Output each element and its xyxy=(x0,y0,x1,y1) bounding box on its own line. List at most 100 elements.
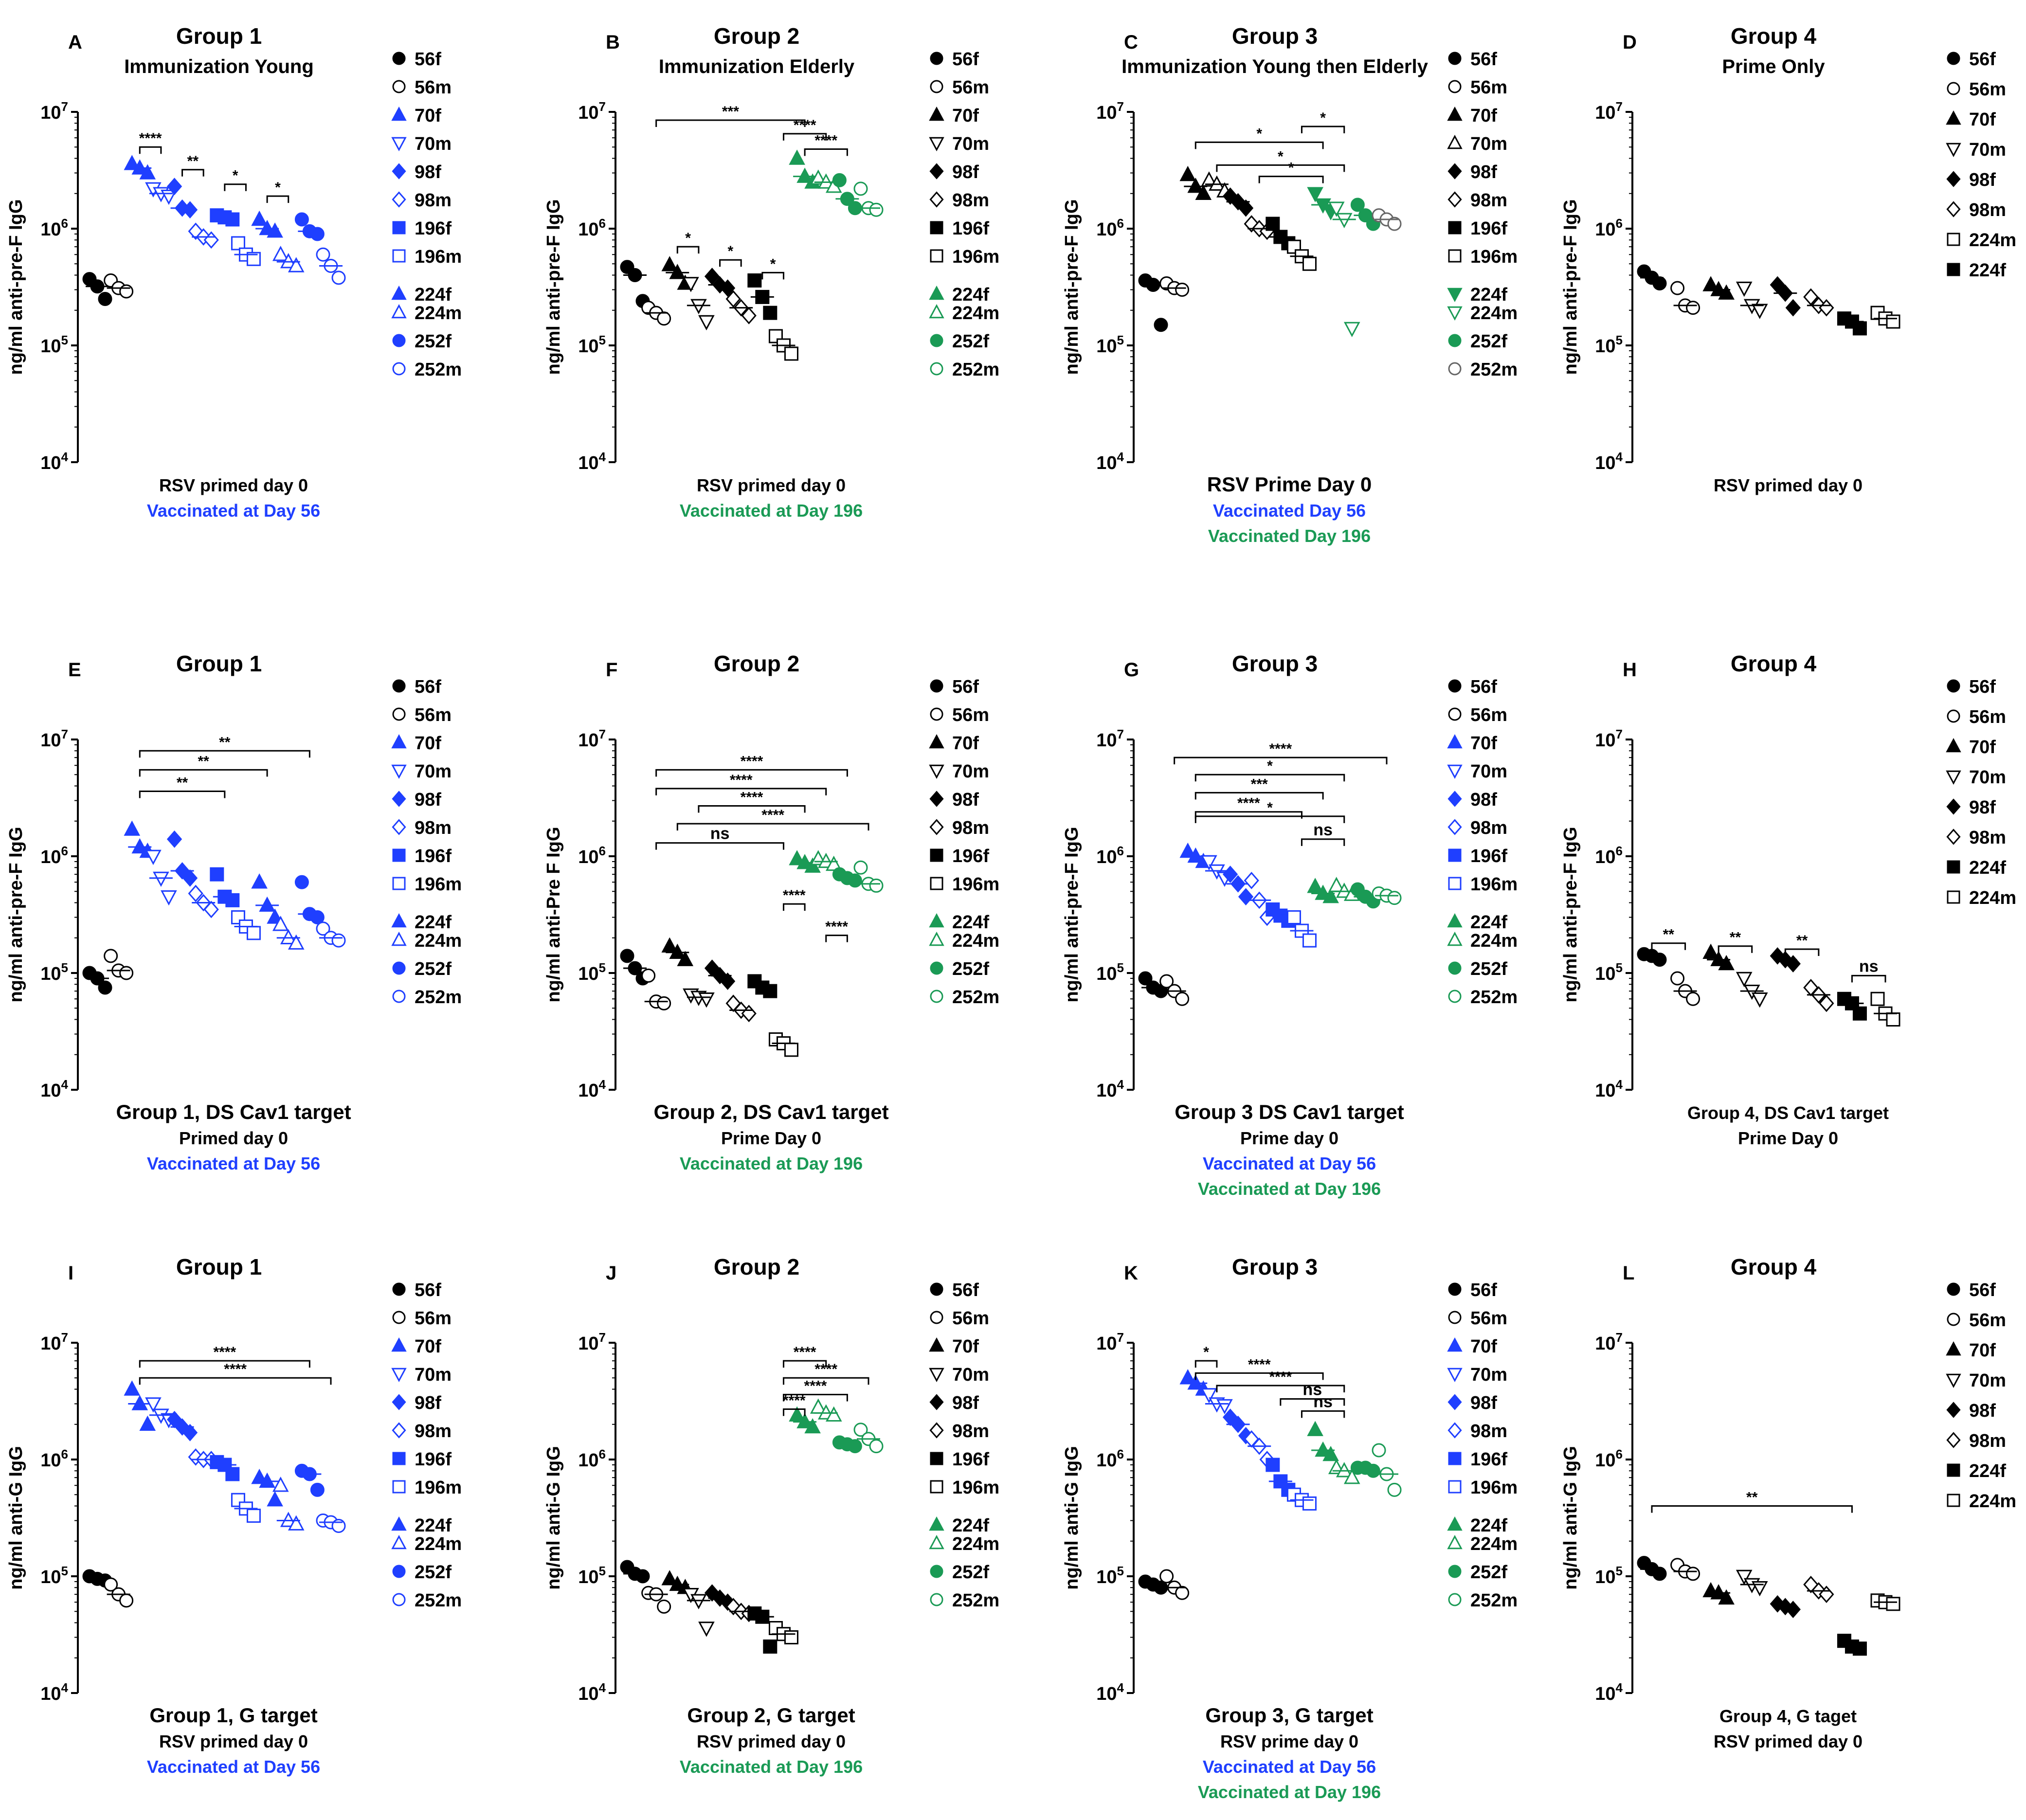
data-point-252f xyxy=(848,873,862,888)
data-point-224f xyxy=(1322,1445,1339,1461)
significance-label: * xyxy=(728,243,734,259)
legend-label-98f: 98f xyxy=(1470,790,1497,810)
significance-bracket xyxy=(676,823,869,831)
data-point-70m xyxy=(145,849,162,865)
data-point-224f xyxy=(1315,1441,1331,1457)
x-axis-caption: Vaccinated at Day 196 xyxy=(680,1757,863,1777)
legend-label-252m: 252m xyxy=(952,1590,999,1611)
legend-marker-56m xyxy=(930,80,943,93)
legend-marker-196f xyxy=(1448,1452,1462,1465)
data-point-252m xyxy=(331,270,346,285)
data-point-224f xyxy=(1315,884,1331,900)
data-point-252m xyxy=(869,878,884,893)
data-point-98m xyxy=(1244,215,1259,233)
panel-subtitle: Prime Only xyxy=(1722,56,1825,77)
legend-label-56m: 56m xyxy=(1470,705,1507,725)
legend-marker-70f xyxy=(929,107,944,121)
y-axis-label: ng/ml anti-pre-F IgG xyxy=(1062,827,1082,1003)
data-point-196m xyxy=(231,1493,245,1507)
data-point-196m xyxy=(1286,910,1301,924)
legend-marker-224m xyxy=(1447,932,1463,946)
y-tick-label: 107 xyxy=(578,99,606,123)
legend-label-196f: 196f xyxy=(1470,846,1507,866)
x-axis-caption: Vaccinated Day 56 xyxy=(1213,501,1366,521)
data-point-56f xyxy=(620,949,634,963)
legend-label-98f: 98f xyxy=(415,1393,441,1413)
legend-marker-252m xyxy=(392,362,406,376)
data-point-56m xyxy=(104,1577,118,1592)
significance-bracket xyxy=(1194,792,1324,800)
legend-marker-196m xyxy=(1448,877,1462,890)
y-tick-label: 104 xyxy=(1595,450,1623,473)
panel-d: D Group 4 Prime Only 104 105 106 107 ng/ml anti… xyxy=(1560,23,2016,495)
panel-group-title: Group 1 xyxy=(176,1254,262,1279)
legend-label-196f: 196f xyxy=(415,218,452,239)
legend-marker-56m xyxy=(930,707,943,721)
y-axis-label: ng/ml anti-pre-F IgG xyxy=(1062,199,1082,375)
data-point-56f xyxy=(635,1569,650,1584)
data-point-56m xyxy=(119,1593,134,1608)
data-point-196f xyxy=(747,273,762,288)
data-point-98m xyxy=(725,290,741,308)
significance-label: ** xyxy=(198,753,210,769)
data-point-224m xyxy=(1336,213,1353,229)
data-point-98f xyxy=(1785,299,1801,317)
legend-marker-70f xyxy=(1946,110,1961,125)
data-point-56f xyxy=(98,980,112,995)
significance-bracket xyxy=(804,148,848,156)
data-point-56m xyxy=(1686,301,1700,315)
x-axis-caption: Prime Day 0 xyxy=(721,1128,821,1148)
data-point-70m xyxy=(161,890,177,906)
data-point-196m xyxy=(784,346,798,361)
legend-marker-252f xyxy=(392,961,406,975)
legend-label-70m: 70m xyxy=(952,134,989,154)
panel-e: E Group 1 104 105 106 107 ng/ml anti-pre-F IgG… xyxy=(6,651,462,1173)
significance-bracket xyxy=(655,119,806,127)
panel-letter: K xyxy=(1124,1262,1138,1284)
data-point-56m xyxy=(1686,1567,1700,1581)
data-point-70m xyxy=(690,1594,707,1609)
data-point-70m xyxy=(1209,175,1225,191)
data-point-224m xyxy=(272,1477,289,1492)
data-point-252m xyxy=(331,933,346,948)
data-point-224f xyxy=(259,896,275,912)
y-tick-label: 107 xyxy=(1096,727,1124,751)
legend-marker-252f xyxy=(1448,961,1462,975)
legend-marker-224m xyxy=(1947,1494,1960,1507)
panel-group-title: Group 2 xyxy=(714,1254,799,1279)
legend-label-70f: 70f xyxy=(1969,737,1996,757)
legend-label-70f: 70f xyxy=(415,106,441,126)
panel-b: B Group 2 Immunization Elderly 104 105 106 107… xyxy=(543,23,999,521)
legend-label-98f: 98f xyxy=(415,790,441,810)
legend-marker-70f xyxy=(1447,107,1463,121)
legend-marker-224m xyxy=(929,1535,944,1550)
legend-marker-56m xyxy=(392,707,406,721)
legend-label-224m: 224m xyxy=(1969,888,2016,908)
legend-label-56f: 56f xyxy=(1470,49,1497,70)
data-point-196f xyxy=(210,867,224,882)
data-point-224f xyxy=(789,850,805,865)
y-tick-label: 107 xyxy=(1595,99,1623,123)
legend-label-98f: 98f xyxy=(1969,797,1996,818)
legend-marker-70f xyxy=(929,1337,944,1352)
legend-label-252m: 252m xyxy=(415,360,462,380)
y-tick-label: 104 xyxy=(578,1680,606,1704)
panel-group-title: Group 4 xyxy=(1731,1254,1817,1279)
legend-label-252f: 252f xyxy=(1470,331,1507,352)
data-point-252m xyxy=(869,202,884,217)
significance-label: **** xyxy=(1237,795,1260,811)
significance-label: ns xyxy=(1302,1381,1322,1399)
significance-label: **** xyxy=(761,807,784,823)
y-tick-label: 105 xyxy=(1096,333,1124,357)
legend-label-70f: 70f xyxy=(1969,1340,1996,1361)
data-point-70m xyxy=(1201,855,1217,871)
data-point-252f xyxy=(310,227,325,241)
significance-bracket xyxy=(782,1377,869,1385)
legend-marker-196m xyxy=(1448,249,1462,263)
legend-marker-224f xyxy=(391,286,407,300)
significance-label: ** xyxy=(1730,930,1741,946)
significance-bracket xyxy=(1216,164,1345,172)
legend-label-70f: 70f xyxy=(1470,1336,1497,1357)
legend-marker-70m xyxy=(391,137,407,151)
data-point-56f xyxy=(1652,276,1667,290)
